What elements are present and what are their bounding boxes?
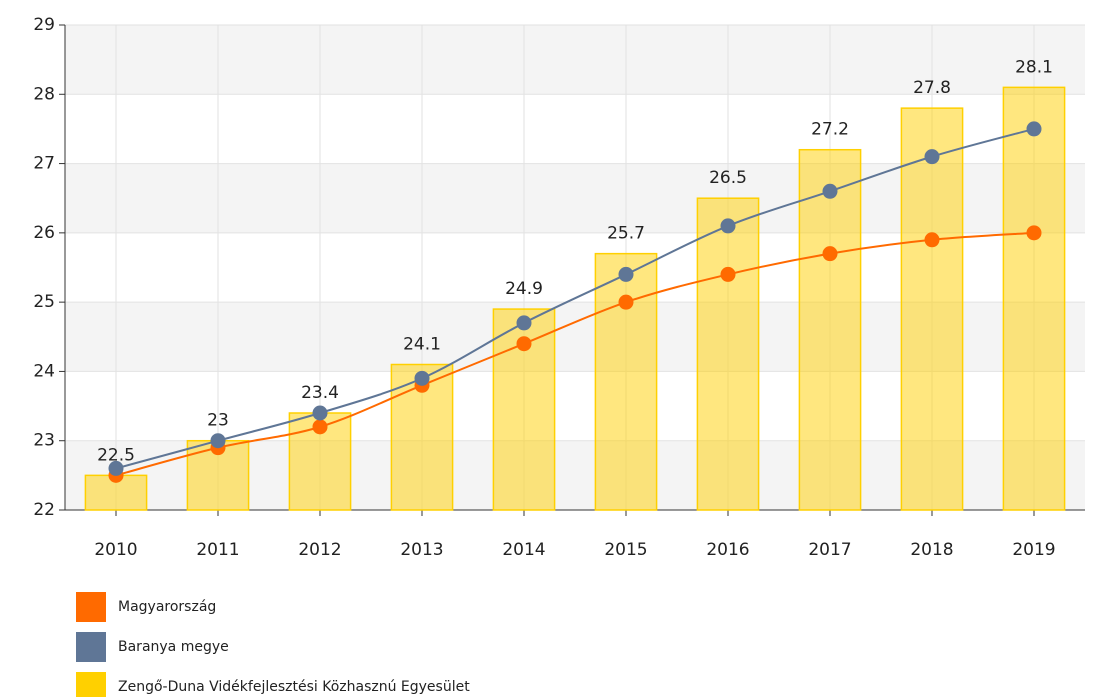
point — [312, 419, 328, 435]
point — [312, 405, 328, 421]
line — [115, 231, 1035, 477]
bar — [696, 197, 760, 511]
legend-swatch — [76, 592, 106, 622]
point — [720, 266, 736, 282]
lines — [108, 121, 1042, 483]
point — [618, 266, 634, 282]
labels: 22 23 24 25 26 27 28 29 2010 2011 2012 2013 2014 2015… — [33, 15, 1056, 697]
point — [924, 232, 940, 248]
x-tick-label: 2010 — [94, 540, 137, 560]
x-tick-label: 2017 — [808, 540, 851, 560]
data-label: 26.5 — [709, 168, 747, 188]
point — [210, 433, 226, 449]
x-tick-label: 2016 — [706, 540, 749, 560]
point — [516, 315, 532, 331]
data-label: 22.5 — [97, 445, 135, 465]
point — [1026, 225, 1042, 241]
y-tick-label: 29 — [33, 15, 55, 35]
legend-label: Magyarország — [118, 599, 216, 615]
grid-band — [65, 25, 1085, 95]
data-label: 27.8 — [913, 78, 951, 98]
x-tick-label: 2015 — [604, 540, 647, 560]
x-tick-label: 2018 — [910, 540, 953, 560]
bar — [900, 107, 964, 511]
point — [720, 218, 736, 234]
data-label: 23.4 — [301, 383, 339, 403]
x-tick-label: 2014 — [502, 540, 545, 560]
x-tick-label: 2013 — [400, 540, 443, 560]
y-tick-label: 23 — [33, 431, 55, 451]
legend-label: Baranya megye — [118, 639, 229, 655]
bar — [798, 148, 862, 511]
point — [516, 336, 532, 352]
bar — [594, 252, 658, 511]
data-label: 27.2 — [811, 120, 849, 140]
point — [618, 294, 634, 310]
point — [414, 370, 430, 386]
x-tick-label: 2012 — [298, 540, 341, 560]
legend-swatch — [76, 672, 106, 697]
data-label: 24.1 — [403, 335, 441, 355]
y-tick-label: 25 — [33, 292, 55, 312]
point — [108, 460, 124, 476]
legend-label: Zengő-Duna Vidékfejlesztési Közhasznú Eg… — [118, 679, 470, 695]
y-tick-label: 24 — [33, 361, 55, 381]
y-tick-label: 22 — [33, 500, 55, 520]
data-label: 25.7 — [607, 224, 645, 244]
y-tick-label: 27 — [33, 154, 55, 174]
x-tick-label: 2011 — [196, 540, 239, 560]
data-label: 23 — [207, 411, 229, 431]
data-label: 28.1 — [1015, 57, 1053, 77]
legend-swatch — [76, 632, 106, 662]
point — [822, 246, 838, 262]
bar — [1002, 86, 1066, 511]
line — [115, 127, 1035, 470]
data-label: 24.9 — [505, 279, 543, 299]
point — [924, 149, 940, 165]
point — [1026, 121, 1042, 137]
x-tick-label: 2019 — [1012, 540, 1055, 560]
y-tick-label: 28 — [33, 84, 55, 104]
bars — [84, 86, 1066, 511]
point — [822, 183, 838, 199]
y-tick-label: 26 — [33, 223, 55, 243]
